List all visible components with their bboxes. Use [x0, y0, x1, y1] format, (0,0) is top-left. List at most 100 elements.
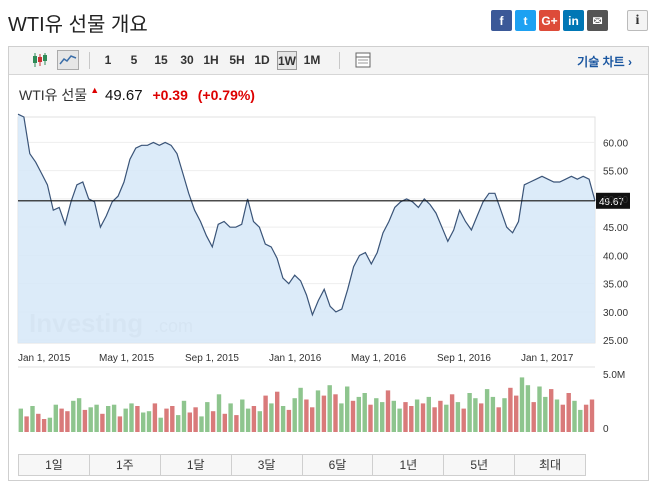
volume-bar — [444, 404, 449, 432]
volume-bar — [88, 407, 93, 432]
volume-axis-zero: 0 — [603, 424, 609, 435]
interval-5[interactable]: 5 — [130, 53, 138, 67]
volume-bar — [251, 406, 257, 432]
period-button-5[interactable]: 1년 — [373, 455, 445, 475]
volume-bar — [286, 409, 292, 432]
volume-bar — [403, 402, 408, 432]
volume-bar — [234, 415, 239, 432]
share-bar: f t G+ in ✉ — [491, 10, 608, 31]
instrument-name: WTI유 선물 — [19, 87, 88, 103]
price-chart[interactable]: Investing.com49.6760.0055.0050.0045.0040… — [9, 47, 648, 480]
volume-bar — [193, 407, 198, 432]
volume-bar — [117, 416, 123, 432]
volume-axis-label: 5.0M — [603, 370, 625, 381]
area-chart-icon[interactable] — [57, 50, 79, 70]
price-area — [18, 114, 595, 343]
y-tick-label: 40.00 — [603, 251, 628, 262]
period-button-0[interactable]: 1일 — [19, 455, 90, 475]
interval-1w[interactable]: 1W — [277, 51, 297, 70]
x-tick-label: May 1, 2015 — [99, 353, 154, 364]
volume-bar — [391, 400, 396, 432]
period-button-2[interactable]: 1달 — [161, 455, 232, 475]
y-tick-label: 50.00 — [603, 195, 628, 206]
volume-bar — [269, 403, 274, 432]
interval-1d[interactable]: 1D — [254, 53, 270, 67]
volume-bar — [187, 412, 192, 432]
volume-bar — [36, 413, 41, 432]
table-view-icon[interactable] — [352, 50, 374, 70]
volume-bar — [176, 415, 181, 432]
candlestick-chart-icon[interactable] — [29, 50, 51, 70]
volume-bar — [135, 406, 140, 432]
volume-bar — [502, 398, 507, 432]
email-icon[interactable]: ✉ — [587, 10, 608, 31]
interval-5h[interactable]: 5H — [229, 53, 245, 67]
volume-bar — [578, 409, 583, 432]
volume-bar — [240, 399, 245, 432]
volume-bar — [106, 406, 111, 432]
volume-bar — [374, 398, 379, 432]
period-button-7[interactable]: 최대 — [539, 458, 562, 472]
interval-1[interactable]: 1 — [104, 53, 112, 67]
volume-bar — [432, 407, 437, 432]
volume-bar — [449, 394, 455, 432]
volume-bar — [327, 385, 332, 432]
volume-bar — [409, 406, 414, 432]
volume-bar — [414, 399, 420, 432]
interval-1h[interactable]: 1H — [203, 53, 219, 67]
info-icon[interactable]: i — [627, 10, 648, 31]
period-button-1[interactable]: 1주 — [90, 455, 161, 475]
interval-30[interactable]: 30 — [180, 53, 194, 67]
x-tick-label: May 1, 2016 — [351, 353, 406, 364]
toolbar-divider — [89, 52, 90, 69]
interval-15[interactable]: 15 — [154, 53, 168, 67]
volume-bar — [292, 398, 297, 432]
linkedin-icon[interactable]: in — [563, 10, 584, 31]
google-plus-icon[interactable]: G+ — [539, 10, 560, 31]
volume-bar — [263, 395, 268, 432]
y-tick-label: 60.00 — [603, 138, 628, 149]
volume-bar — [508, 387, 513, 432]
volume-bar — [170, 406, 175, 432]
volume-bar — [554, 399, 560, 432]
twitter-icon[interactable]: t — [515, 10, 536, 31]
volume-bar — [94, 404, 99, 432]
volume-bar — [310, 407, 315, 432]
volume-bar — [566, 393, 571, 432]
x-tick-label: Jan 1, 2017 — [521, 353, 574, 364]
volume-bar — [461, 408, 466, 432]
volume-bar — [362, 393, 367, 432]
volume-bar — [479, 403, 484, 432]
volume-bar — [47, 417, 53, 432]
period-button-6[interactable]: 5년 — [444, 455, 516, 475]
volume-bar — [345, 386, 350, 432]
volume-bar — [129, 403, 134, 432]
volume-bar — [514, 395, 519, 432]
price-change-percent: (+0.79%) — [197, 87, 255, 103]
interval-1m[interactable]: 1M — [303, 53, 321, 67]
volume-bar — [205, 402, 210, 432]
volume-bar — [164, 408, 169, 432]
facebook-icon[interactable]: f — [491, 10, 512, 31]
technical-chart-link[interactable]: 기술 차트 › — [577, 53, 632, 70]
quote-line: WTI유 선물 ▲ 49.67 +0.39 (+0.79%) — [19, 85, 255, 105]
volume-bar — [65, 411, 70, 432]
volume-bar — [455, 402, 461, 432]
volume-bar — [228, 403, 233, 432]
volume-bar — [30, 406, 35, 432]
current-price-tag — [596, 192, 630, 209]
volume-bar — [385, 390, 391, 432]
volume-bar — [426, 396, 431, 432]
y-tick-label: 55.00 — [603, 167, 628, 178]
period-button-4[interactable]: 6달 — [303, 455, 374, 475]
volume-bar — [589, 399, 595, 432]
volume-bar — [339, 403, 344, 432]
volume-bar — [111, 404, 117, 432]
volume-bar — [123, 408, 128, 432]
volume-bar — [543, 396, 548, 432]
volume-bar — [583, 404, 589, 432]
volume-bar — [333, 394, 338, 432]
volume-bar — [537, 386, 542, 432]
volume-bar — [82, 409, 88, 432]
period-button-3[interactable]: 3달 — [232, 455, 303, 475]
